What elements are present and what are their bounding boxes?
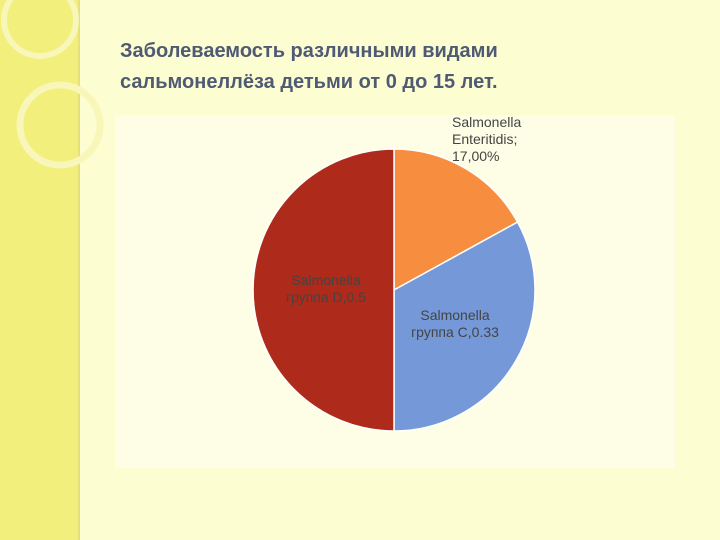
data-label: 0.5 bbox=[347, 289, 367, 305]
data-label-name: Salmonella группа C bbox=[411, 307, 490, 340]
pie-slice bbox=[252, 148, 395, 432]
label-separator: ; bbox=[513, 131, 517, 147]
data-label-name: Salmonella группа D bbox=[286, 272, 361, 305]
decor-circle bbox=[1, 0, 79, 59]
data-label: 17,00% bbox=[452, 148, 499, 164]
stripe-edge bbox=[78, 0, 80, 540]
data-label-name: Salmonella Enteritidis bbox=[452, 114, 521, 147]
label-separator: , bbox=[468, 324, 472, 340]
pie-slice bbox=[393, 148, 519, 292]
decor-circle bbox=[16, 81, 104, 169]
pie-slice bbox=[393, 221, 536, 432]
data-label: 0.33 bbox=[472, 324, 499, 340]
side-stripe bbox=[0, 0, 80, 540]
chart-title: сальмонеллёза детьми от 0 до 15 лет. bbox=[120, 71, 498, 93]
chart-title: Заболеваемость различными видами bbox=[120, 40, 498, 62]
label-separator: , bbox=[343, 289, 347, 305]
